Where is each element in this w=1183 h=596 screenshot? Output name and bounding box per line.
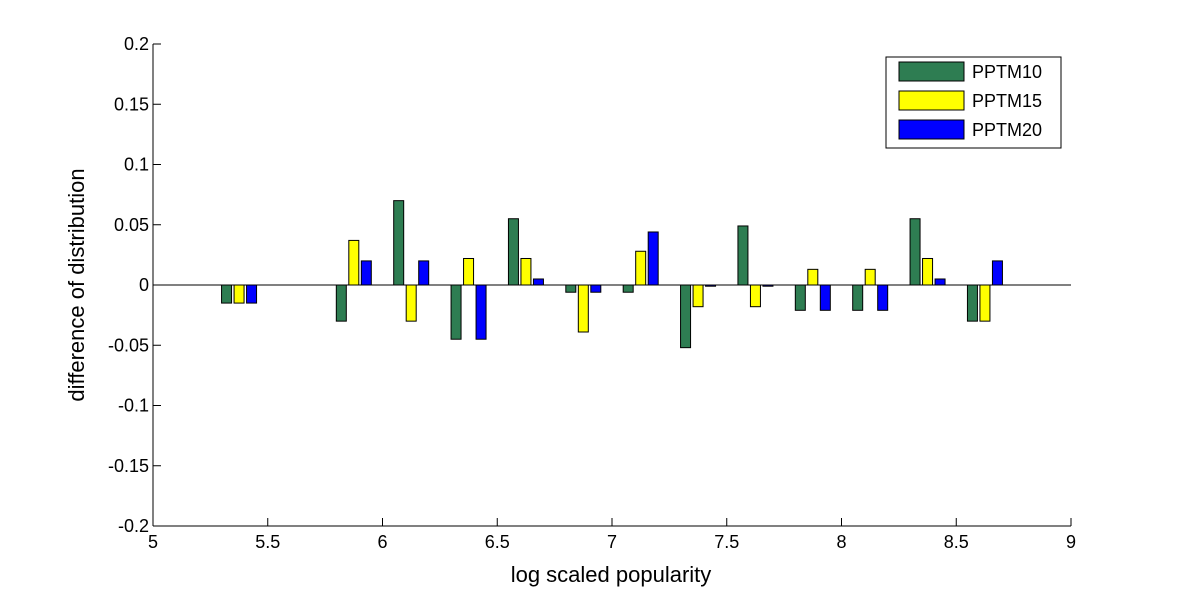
bar-pptm15-6 <box>635 250 647 286</box>
y-tick-label: 0.05 <box>114 215 149 235</box>
bar-pptm10-3 <box>450 284 462 340</box>
y-tick-label: -0.05 <box>108 335 149 355</box>
bar-pptm10-11 <box>909 218 921 286</box>
bar-pptm20-3 <box>475 284 487 340</box>
bar-pptm15-7 <box>692 284 704 308</box>
bar-pptm10-0 <box>221 284 233 304</box>
legend-swatch-pptm20 <box>898 119 965 140</box>
bar-pptm20-0 <box>246 284 258 304</box>
y-tick-label: -0.2 <box>118 516 149 536</box>
x-axis-title: log scaled popularity <box>511 562 712 587</box>
bar-pptm10-2 <box>393 200 405 286</box>
legend: PPTM10 PPTM15 PPTM20 <box>885 56 1062 149</box>
x-tick-label: 8.5 <box>944 532 969 552</box>
y-tick-label: -0.15 <box>108 456 149 476</box>
bar-pptm15-8 <box>749 284 761 308</box>
bar-pptm10-7 <box>680 284 692 349</box>
bar-pptm15-10 <box>864 268 876 286</box>
y-tick-label: 0.2 <box>124 34 149 54</box>
y-tick-label: 0 <box>139 275 149 295</box>
bar-pptm15-11 <box>922 257 934 286</box>
bar-pptm20-11 <box>934 278 946 286</box>
bar-pptm15-1 <box>348 239 360 286</box>
bar-pptm20-6 <box>647 231 659 286</box>
legend-label-pptm10: PPTM10 <box>972 62 1042 82</box>
x-tick-label: 5 <box>148 532 158 552</box>
legend-label-pptm20: PPTM20 <box>972 120 1042 140</box>
legend-swatch-pptm10 <box>898 61 965 82</box>
y-tick-label: -0.1 <box>118 396 149 416</box>
x-tick-label: 9 <box>1066 532 1076 552</box>
y-axis-title: difference of distribution <box>64 168 89 401</box>
bar-pptm10-1 <box>335 284 347 322</box>
x-tick-label: 7.5 <box>714 532 739 552</box>
bar-pptm10-10 <box>852 284 864 311</box>
bar-pptm20-10 <box>877 284 889 311</box>
plot-area <box>153 200 1071 349</box>
legend-swatch-pptm15 <box>898 90 965 111</box>
bar-pptm15-9 <box>807 268 819 286</box>
x-tick-label: 5.5 <box>255 532 280 552</box>
legend-label-pptm15: PPTM15 <box>972 91 1042 111</box>
x-tick-label: 7 <box>607 532 617 552</box>
bar-pptm20-9 <box>819 284 831 311</box>
bar-pptm10-8 <box>737 225 749 286</box>
bar-pptm10-5 <box>565 284 577 293</box>
bar-pptm20-2 <box>418 260 430 286</box>
bar-pptm15-2 <box>405 284 417 322</box>
bar-pptm20-5 <box>590 284 602 293</box>
bar-pptm10-4 <box>507 218 519 286</box>
bar-pptm15-12 <box>979 284 991 322</box>
bar-pptm15-0 <box>233 284 245 304</box>
bar-pptm20-4 <box>532 278 544 286</box>
axes: -0.2 -0.15 -0.1 -0.05 0 0.05 0.1 0.15 0.2 5 5.5 6 6.… <box>108 34 1076 552</box>
bar-pptm15-3 <box>463 257 475 286</box>
bar-pptm15-4 <box>520 257 532 286</box>
bar-pptm15-5 <box>577 284 589 333</box>
y-tick-label: 0.15 <box>114 94 149 114</box>
bar-pptm10-6 <box>622 284 634 293</box>
bar-pptm20-12 <box>991 260 1003 286</box>
bar-pptm10-9 <box>794 284 806 311</box>
x-tick-label: 8 <box>836 532 846 552</box>
bar-pptm10-12 <box>966 284 978 322</box>
x-tick-label: 6 <box>377 532 387 552</box>
x-tick-label: 6.5 <box>485 532 510 552</box>
y-tick-label: 0.1 <box>124 155 149 175</box>
bar-pptm20-1 <box>360 260 372 286</box>
